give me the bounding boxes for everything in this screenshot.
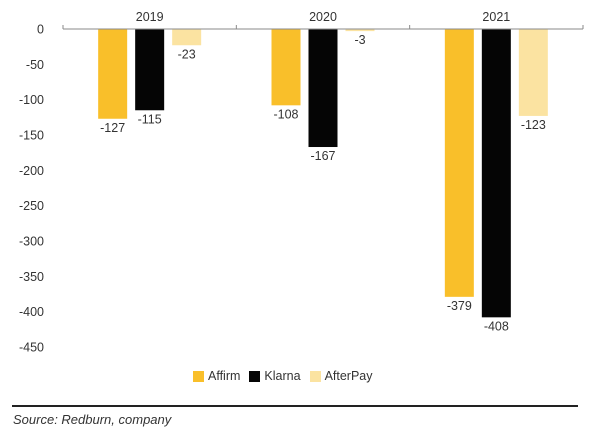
x-tick-label: 2021: [482, 10, 510, 24]
data-label-afterpay-2019: -23: [178, 47, 196, 61]
bar-affirm-2021: [444, 29, 474, 297]
y-tick-label: -50: [26, 58, 44, 72]
legend-swatch-klarna: [249, 370, 261, 382]
x-axis: 2019 2020 2021: [62, 10, 584, 30]
legend-item-afterpay: AfterPay: [309, 369, 373, 383]
y-tick-label: -100: [19, 93, 44, 107]
bar-afterpay-2020: [345, 29, 375, 32]
y-axis: 0 -50 -100 -150 -200 -250 -300 -350 -400 -450: [19, 23, 44, 355]
bar-affirm-2019: [98, 29, 128, 119]
bars: [98, 29, 548, 318]
legend-item-klarna: Klarna: [249, 369, 301, 383]
footer-divider: [12, 405, 578, 407]
bar-klarna-2019: [135, 29, 165, 111]
bar-afterpay-2019: [172, 29, 202, 46]
legend-swatch-affirm: [193, 370, 204, 382]
y-tick-label: -450: [19, 341, 44, 355]
data-label-afterpay-2020: -3: [354, 33, 365, 47]
bar-klarna-2021: [481, 29, 511, 318]
y-tick-label: 0: [37, 23, 44, 37]
data-label-klarna-2019: -115: [138, 112, 162, 126]
bar-affirm-2020: [271, 29, 301, 106]
y-tick-label: -150: [19, 129, 44, 143]
legend-item-affirm: Affirm: [193, 369, 240, 383]
data-label-affirm-2019: -127: [100, 121, 125, 135]
data-labels: -127 -115 -23 -108 -167 -3 -379 -408 -123: [100, 33, 546, 333]
y-tick-label: -200: [19, 164, 44, 178]
x-tick-label: 2019: [136, 10, 164, 24]
y-tick-label: -400: [19, 305, 44, 319]
legend-label-afterpay: AfterPay: [324, 369, 373, 383]
data-label-klarna-2020: -167: [310, 149, 335, 163]
y-tick-label: -350: [19, 270, 44, 284]
data-label-klarna-2021: -408: [484, 319, 509, 333]
data-label-affirm-2020: -108: [273, 107, 298, 121]
source-note: Source: Redburn, company: [13, 412, 172, 427]
data-label-affirm-2021: -379: [447, 299, 472, 313]
bar-klarna-2020: [308, 29, 338, 148]
legend-label-affirm: Affirm: [208, 369, 241, 383]
y-tick-label: -300: [19, 235, 44, 249]
data-label-afterpay-2021: -123: [521, 118, 546, 132]
legend-label-klarna: Klarna: [264, 369, 301, 383]
legend: Affirm Klarna AfterPay: [193, 366, 382, 386]
legend-swatch-afterpay: [309, 370, 321, 382]
x-tick-label: 2020: [309, 10, 337, 24]
y-tick-label: -250: [19, 199, 44, 213]
bar-afterpay-2021: [518, 29, 548, 116]
